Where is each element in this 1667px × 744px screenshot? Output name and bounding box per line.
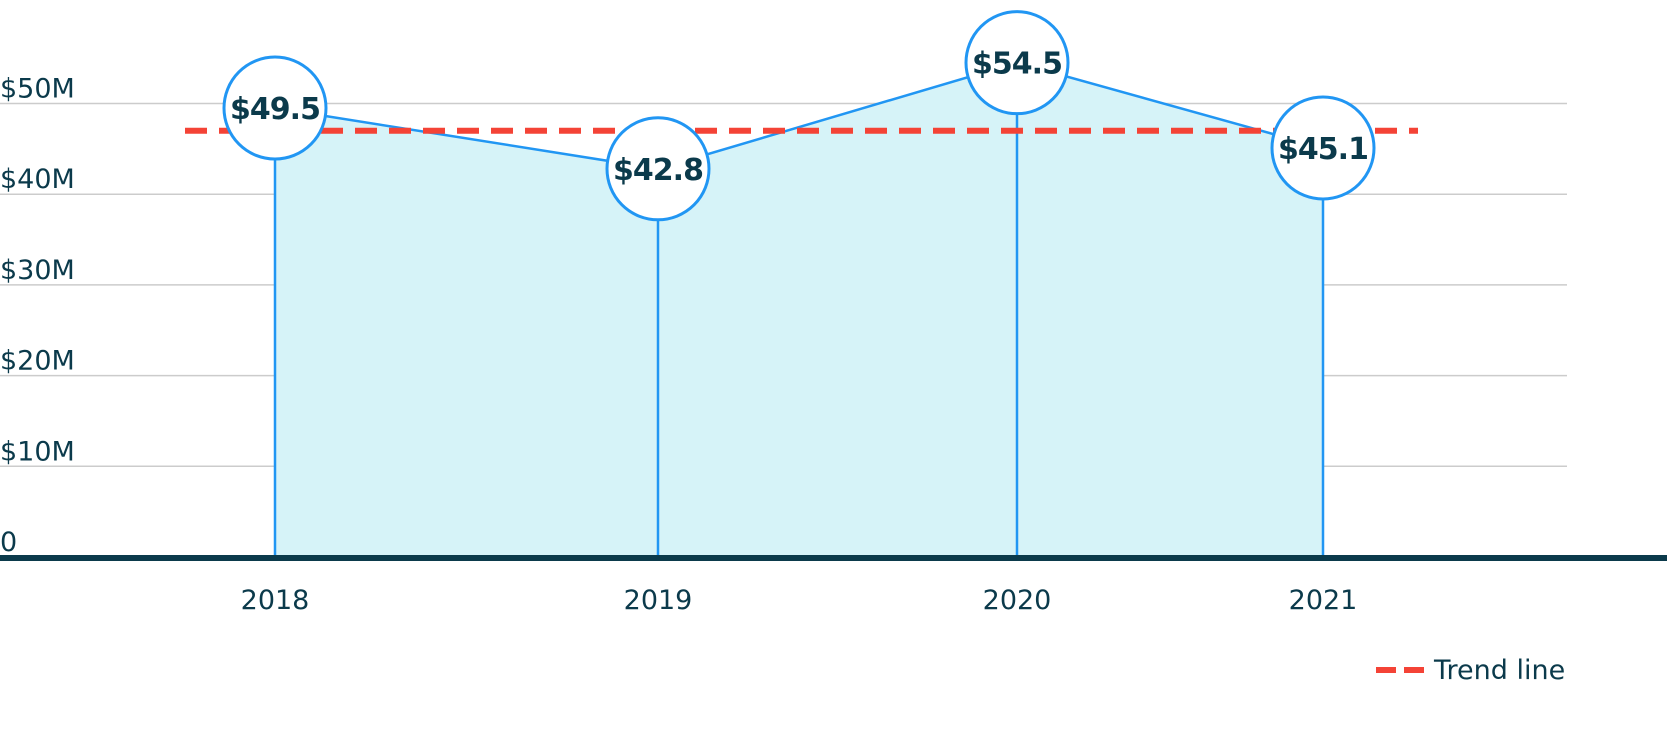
legend: Trend line [1376,655,1565,686]
series-line [274,61,1324,171]
data-label: $54.5 [972,47,1062,82]
x-axis-tick-labels: 2018 2019 2020 2021 [241,585,1358,616]
y-tick-label: $50M [0,74,75,105]
x-tick-label: 2019 [624,585,693,616]
data-point-marker [222,55,328,161]
data-point-marker [605,116,711,222]
data-label: $42.8 [613,153,703,188]
data-point-marker [964,10,1070,116]
y-tick-label: 0 [0,527,17,558]
data-markers: $49.5 $42.8 $54.5 $45.1 [222,10,1376,222]
y-tick-label: $10M [0,436,75,467]
x-tick-label: 2021 [1289,585,1358,616]
data-label: $45.1 [1278,132,1368,167]
y-axis-tick-labels: 0 $10M $20M $30M $40M $50M [0,74,75,559]
y-tick-label: $40M [0,164,75,195]
data-label: $49.5 [230,92,320,127]
y-tick-label: $30M [0,255,75,286]
legend-label-trend-line: Trend line [1433,655,1565,686]
area-fill [275,62,1323,558]
x-tick-label: 2018 [241,585,310,616]
data-point-marker [1270,95,1376,201]
drop-lines [273,62,1325,557]
x-tick-label: 2020 [983,585,1052,616]
y-tick-label: $20M [0,346,75,377]
